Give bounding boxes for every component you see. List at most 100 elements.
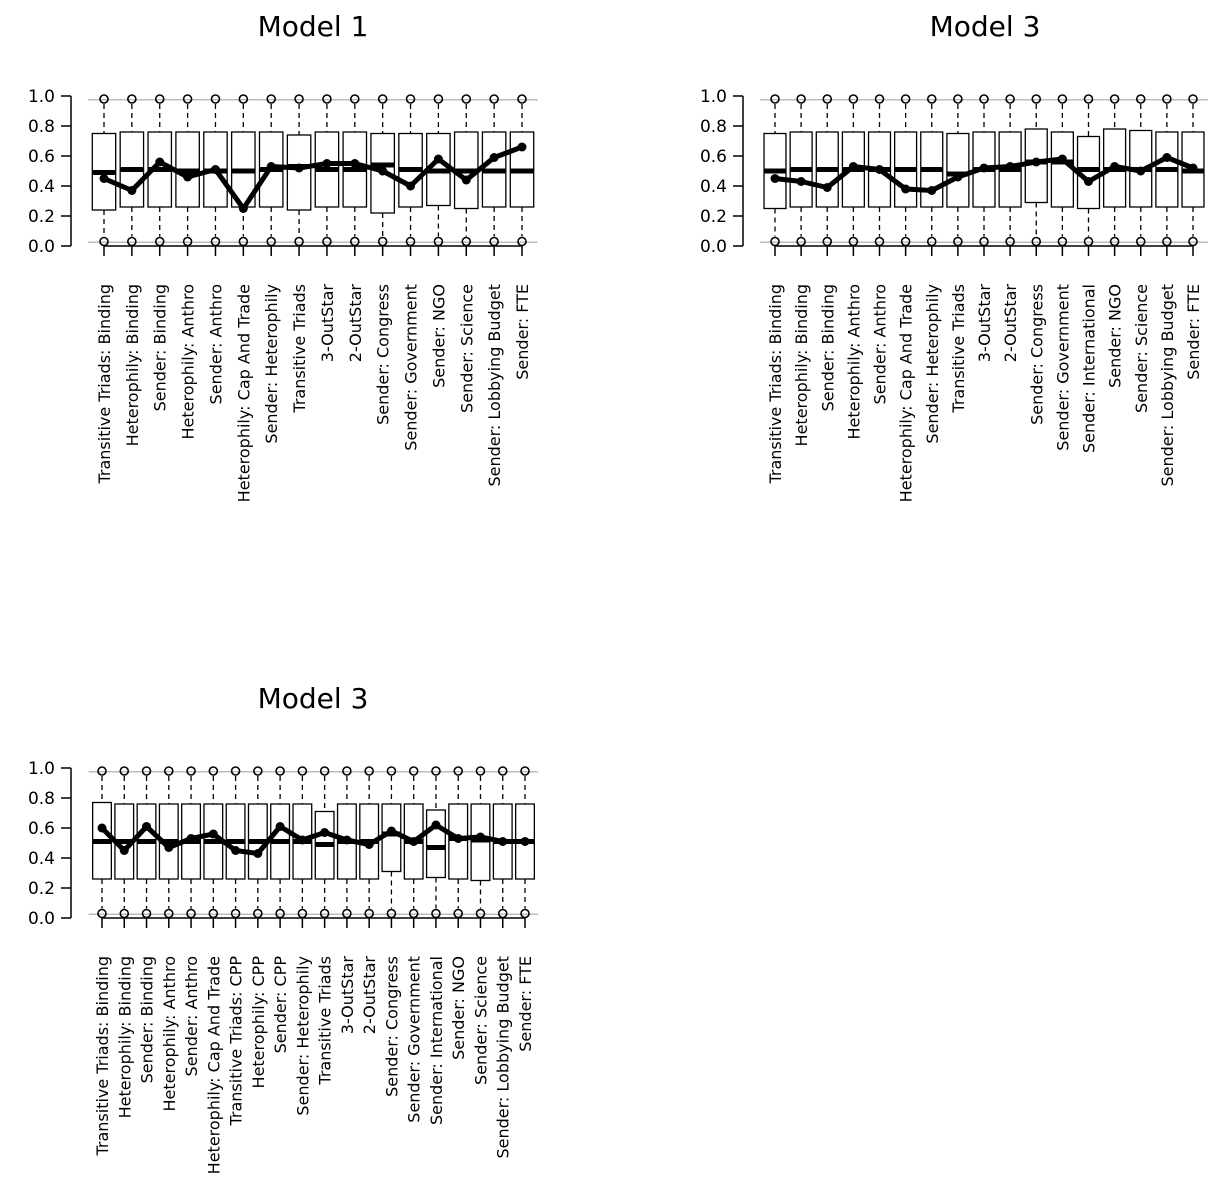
outlier-point xyxy=(1031,236,1042,247)
outlier-point xyxy=(163,766,174,776)
outlier-point xyxy=(294,94,304,104)
x-tick-label: Sender: Science xyxy=(457,284,476,413)
outlier-point xyxy=(141,766,152,776)
y-tick-label: 0.2 xyxy=(700,207,727,227)
outlier-point xyxy=(520,766,530,776)
outlier-point xyxy=(431,908,441,919)
outlier-point xyxy=(230,908,241,919)
x-tick-label: Heterophily: Anthro xyxy=(179,284,198,440)
outlier-point xyxy=(210,236,221,247)
outlier-point xyxy=(266,236,277,247)
y-tick-label: 0.4 xyxy=(700,177,727,197)
x-tick-label: Sender: NGO xyxy=(1106,284,1125,388)
observed-point xyxy=(770,174,780,183)
observed-point xyxy=(431,820,441,830)
outlier-point xyxy=(266,94,277,104)
outlier-point xyxy=(364,908,374,919)
outlier-point xyxy=(1083,94,1094,104)
box-16 xyxy=(425,809,446,879)
observed-point xyxy=(433,154,443,164)
observed-point xyxy=(517,142,527,152)
observed-point xyxy=(475,832,485,842)
observed-point xyxy=(97,823,107,833)
observed-point xyxy=(320,828,330,837)
outlier-point xyxy=(1109,236,1120,247)
outlier-point xyxy=(796,236,806,247)
x-tick-label: Sender: FTE xyxy=(1184,284,1203,380)
outlier-point xyxy=(1031,94,1042,104)
outlier-point xyxy=(900,236,911,247)
outlier-point xyxy=(253,766,263,776)
x-tick-label: Transitive Triads xyxy=(290,284,309,414)
observed-point xyxy=(1110,162,1120,171)
outlier-point xyxy=(208,766,219,776)
x-tick-label: Sender: Government xyxy=(405,956,424,1123)
outlier-point xyxy=(475,908,486,919)
outlier-point xyxy=(1188,94,1198,104)
observed-point xyxy=(350,159,360,168)
observed-point xyxy=(386,826,396,836)
outlier-point xyxy=(127,236,137,247)
y-tick-label: 0.6 xyxy=(28,819,55,839)
panel-1-plot: 0.0 0.2 0.4 0.6 0.8 1.0 Transitive Triads: Bin… xyxy=(28,87,538,502)
observed-point xyxy=(164,843,174,852)
outlier-point xyxy=(275,766,285,776)
x-tick-label: Sender: Science xyxy=(471,956,490,1085)
observed-point xyxy=(489,153,499,162)
x-tick-label: 3-OutStar xyxy=(338,956,357,1035)
outlier-point xyxy=(297,908,308,919)
outlier-point xyxy=(517,94,527,104)
observed-point xyxy=(461,175,471,185)
observed-point xyxy=(297,835,307,845)
outlier-point xyxy=(1083,236,1094,247)
outlier-point xyxy=(796,94,806,104)
observed-point xyxy=(796,177,806,186)
y-tick-label: 1.0 xyxy=(700,87,727,107)
outlier-point xyxy=(489,236,499,247)
outlier-point xyxy=(163,908,174,919)
y-tick-label: 0.8 xyxy=(28,117,55,137)
y-tick-label: 0.0 xyxy=(700,237,727,257)
outlier-point xyxy=(1188,236,1198,247)
outlier-point xyxy=(186,908,196,919)
x-tick-label: Sender: Anthro xyxy=(871,284,890,404)
observed-point xyxy=(1084,177,1093,186)
x-tick-label: Sender: Heterophily xyxy=(262,284,281,444)
outlier-point xyxy=(294,236,304,247)
outlier-point xyxy=(322,236,332,247)
observed-point xyxy=(155,157,165,167)
observed-point xyxy=(322,159,332,168)
observed-point xyxy=(238,204,248,213)
outlier-point xyxy=(848,236,859,247)
outlier-point xyxy=(1162,236,1172,247)
outlier-point xyxy=(497,908,508,919)
outlier-point xyxy=(1162,94,1172,104)
outlier-point xyxy=(275,908,285,919)
outlier-point xyxy=(377,94,388,104)
panel-1-title: Model 1 xyxy=(258,10,369,43)
outlier-point xyxy=(408,766,419,776)
observed-point xyxy=(210,165,220,174)
outlier-point xyxy=(182,94,193,104)
observed-point xyxy=(294,163,304,173)
outlier-point xyxy=(119,766,130,776)
observed-point xyxy=(378,166,388,176)
observed-point xyxy=(186,834,196,843)
x-tick-label: Transitive Triads xyxy=(316,956,335,1086)
x-tick-label: Transitive Triads: Binding xyxy=(766,284,785,485)
outlier-point xyxy=(926,94,937,104)
observed-point xyxy=(142,822,152,831)
outlier-point xyxy=(154,94,165,104)
outlier-point xyxy=(349,236,360,247)
outlier-point xyxy=(475,766,486,776)
outlier-point xyxy=(453,908,464,919)
outlier-point xyxy=(408,908,419,919)
outlier-point xyxy=(405,236,416,247)
outlier-point xyxy=(926,236,937,247)
x-tick-label: Transitive Triads: Binding xyxy=(95,284,114,485)
outlier-point xyxy=(1057,236,1068,247)
observed-point xyxy=(1136,166,1146,176)
x-tick-label: Heterophily: Anthro xyxy=(844,284,863,440)
observed-point xyxy=(231,846,241,855)
y-tick-label: 0.6 xyxy=(28,147,55,167)
